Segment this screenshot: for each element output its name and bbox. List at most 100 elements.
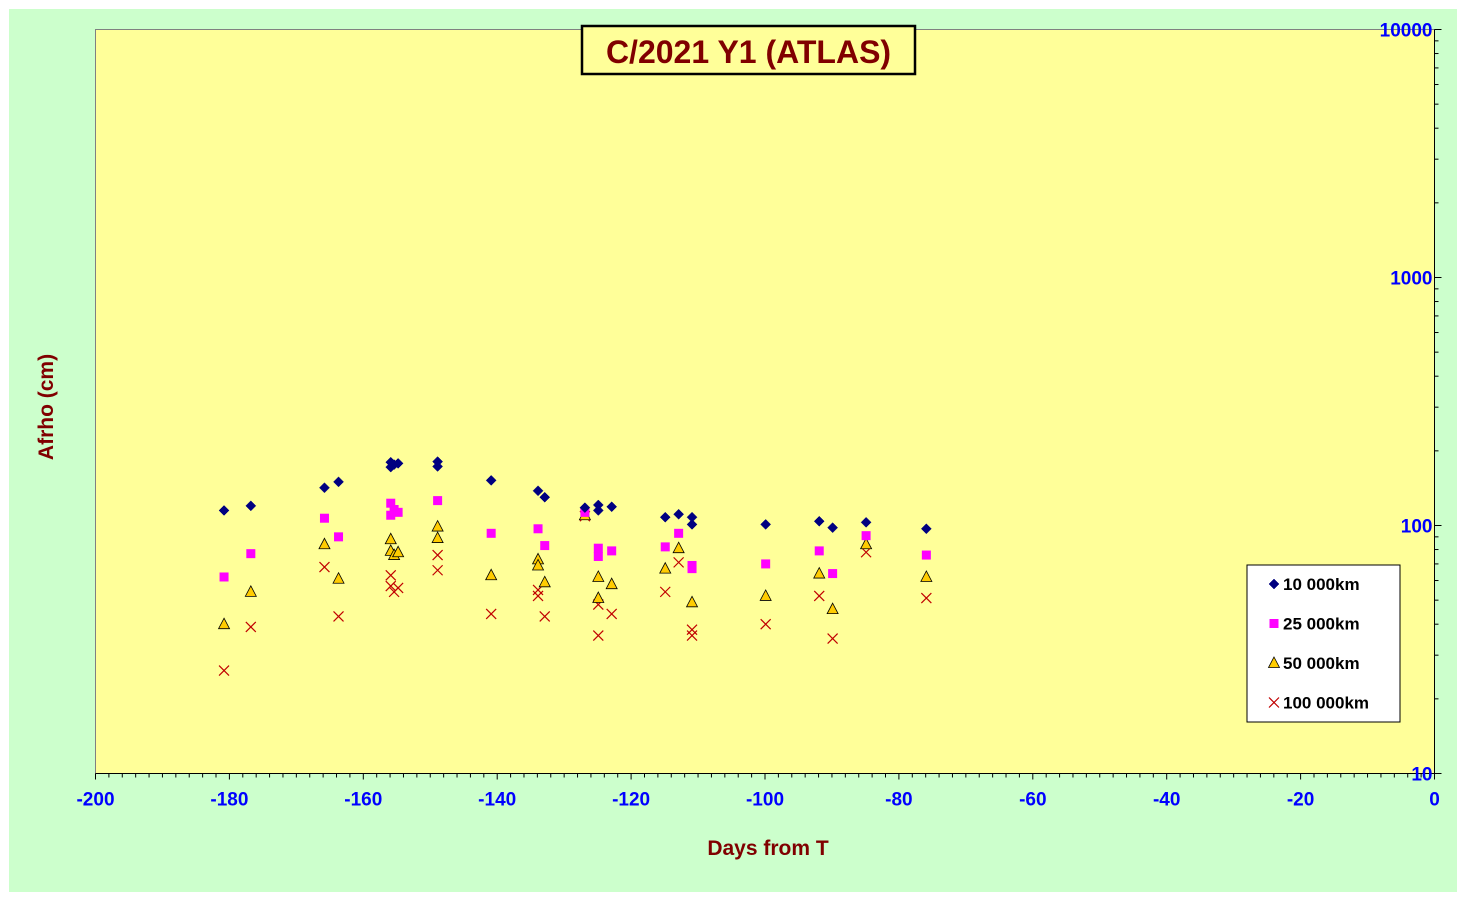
data-point bbox=[532, 590, 544, 602]
y-tick-label: 1000 bbox=[1390, 269, 1432, 290]
data-point bbox=[921, 550, 931, 560]
data-point bbox=[393, 507, 403, 517]
data-point bbox=[533, 524, 543, 534]
data-point bbox=[861, 531, 871, 541]
data-point bbox=[245, 500, 257, 512]
data-point bbox=[332, 571, 345, 584]
data-point bbox=[659, 586, 671, 598]
data-point bbox=[319, 482, 330, 494]
legend: 10 000km 25 000km 50 000km 100 000km bbox=[1246, 564, 1401, 723]
y-tick-label: 10000 bbox=[1380, 21, 1433, 42]
y-tick-label: 10 bbox=[1411, 765, 1432, 786]
data-point bbox=[218, 505, 230, 516]
chart-title: C/2021 Y1 (ATLAS) bbox=[606, 34, 891, 70]
data-point bbox=[606, 608, 618, 620]
chart-title-box: C/2021 Y1 (ATLAS) bbox=[580, 24, 917, 76]
legend-box bbox=[1246, 564, 1401, 723]
x-tick-label: -200 bbox=[76, 790, 114, 811]
legend-marker bbox=[1269, 619, 1279, 628]
data-points bbox=[217, 456, 933, 677]
data-point bbox=[532, 485, 544, 497]
data-point bbox=[592, 505, 604, 516]
data-point bbox=[318, 537, 331, 550]
data-point bbox=[531, 558, 545, 571]
data-point bbox=[385, 580, 397, 592]
data-point bbox=[392, 458, 404, 469]
legend-marker bbox=[1267, 656, 1281, 668]
x-tick-label: -80 bbox=[885, 790, 912, 811]
data-point bbox=[814, 546, 824, 556]
data-point bbox=[432, 549, 444, 561]
series-50-000km bbox=[217, 508, 933, 630]
data-point bbox=[687, 564, 697, 574]
x-axis-tick-labels: -200 -180 -160 -140 -120 -100 -80 -60 -40 -20 0 bbox=[76, 790, 1439, 811]
data-point bbox=[860, 516, 872, 528]
legend-marker bbox=[1268, 578, 1280, 590]
data-point bbox=[685, 595, 699, 608]
data-point bbox=[431, 531, 444, 543]
x-tick-label: -120 bbox=[612, 790, 650, 811]
data-point bbox=[539, 491, 551, 503]
data-point bbox=[592, 591, 605, 603]
legend-label: 10 000km bbox=[1283, 575, 1360, 594]
data-point bbox=[431, 519, 444, 532]
data-point bbox=[319, 513, 329, 523]
series-10-000km bbox=[218, 456, 932, 535]
data-point bbox=[538, 575, 551, 588]
data-point bbox=[219, 572, 229, 582]
data-point bbox=[673, 508, 684, 520]
data-point bbox=[827, 633, 839, 644]
data-point bbox=[218, 665, 230, 677]
y-axis-title: Afrho (cm) bbox=[35, 354, 58, 460]
data-point bbox=[245, 621, 257, 633]
data-point bbox=[606, 501, 618, 513]
y-axis-tick-labels: 10 100 1000 10000 bbox=[1380, 21, 1433, 786]
x-tick-label: -160 bbox=[344, 790, 382, 811]
legend-marker bbox=[1268, 697, 1280, 708]
x-tick-label: -100 bbox=[746, 790, 784, 811]
data-point bbox=[384, 532, 397, 545]
x-tick-label: -40 bbox=[1153, 790, 1180, 811]
data-point bbox=[920, 523, 932, 535]
x-tick-label: -20 bbox=[1287, 790, 1314, 811]
plot-area bbox=[95, 29, 1435, 774]
data-point bbox=[813, 590, 825, 602]
data-point bbox=[686, 519, 698, 530]
data-point bbox=[592, 630, 604, 641]
legend-label: 50 000km bbox=[1283, 654, 1360, 673]
data-point bbox=[813, 566, 826, 579]
data-point bbox=[859, 537, 873, 550]
data-point bbox=[579, 502, 591, 514]
data-point bbox=[485, 475, 497, 486]
data-point bbox=[592, 570, 605, 582]
x-tick-label: 0 bbox=[1429, 790, 1440, 811]
data-point bbox=[920, 592, 932, 604]
data-point bbox=[605, 577, 618, 590]
data-point bbox=[246, 549, 256, 559]
x-tick-label: -140 bbox=[478, 790, 516, 811]
legend-label: 100 000km bbox=[1283, 694, 1369, 713]
series-100-000km bbox=[218, 510, 932, 677]
legend-label: 25 000km bbox=[1283, 615, 1360, 634]
data-point bbox=[386, 510, 396, 520]
data-point bbox=[759, 589, 772, 601]
data-point bbox=[540, 541, 550, 551]
data-point bbox=[673, 556, 685, 568]
data-point bbox=[674, 528, 684, 538]
data-point bbox=[660, 542, 670, 552]
data-point bbox=[672, 541, 685, 554]
x-axis-title: Days from T bbox=[707, 837, 829, 860]
series-25-000km bbox=[219, 496, 931, 582]
data-point bbox=[827, 522, 838, 534]
data-point bbox=[761, 559, 771, 569]
data-point bbox=[760, 519, 772, 530]
data-point bbox=[813, 515, 825, 527]
data-point bbox=[485, 608, 497, 620]
data-point bbox=[333, 610, 344, 622]
data-point bbox=[760, 618, 772, 630]
data-point bbox=[920, 570, 933, 582]
data-point bbox=[593, 543, 603, 553]
data-point bbox=[333, 476, 344, 488]
axis-ticks bbox=[95, 29, 1442, 780]
y-tick-label: 100 bbox=[1401, 517, 1433, 538]
